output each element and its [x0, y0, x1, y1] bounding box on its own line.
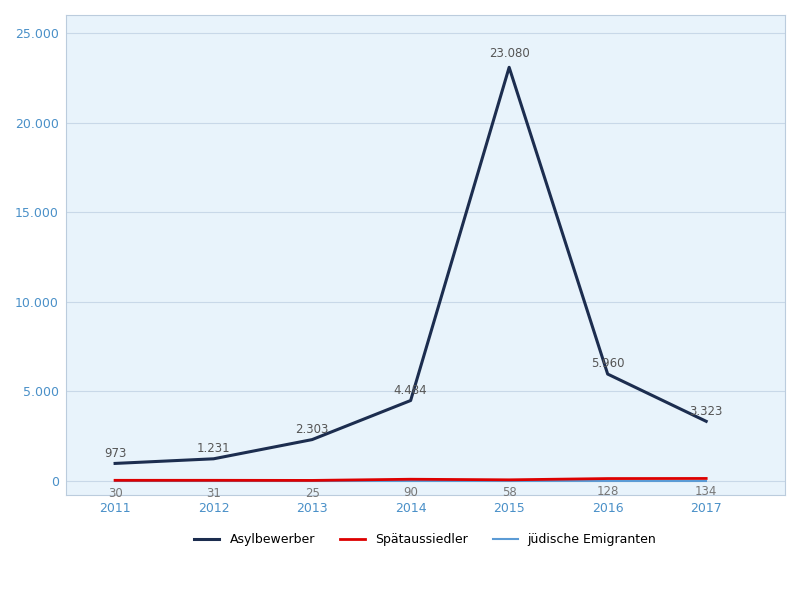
Text: 3.323: 3.323 [690, 405, 723, 418]
Text: 31: 31 [206, 487, 221, 500]
Legend: Asylbewerber, Spätaussiedler, jüdische Emigranten: Asylbewerber, Spätaussiedler, jüdische E… [190, 529, 662, 551]
Text: 2.303: 2.303 [295, 423, 329, 436]
Text: 5.960: 5.960 [591, 358, 625, 370]
Text: 30: 30 [108, 487, 122, 500]
Text: 58: 58 [502, 486, 517, 499]
Text: 973: 973 [104, 447, 126, 460]
Text: 4.484: 4.484 [394, 384, 427, 397]
Text: 134: 134 [695, 485, 718, 498]
Text: 128: 128 [597, 485, 619, 498]
Text: 1.231: 1.231 [197, 442, 230, 455]
Text: 23.080: 23.080 [489, 47, 530, 60]
Text: 90: 90 [403, 485, 418, 499]
Text: 25: 25 [305, 487, 319, 500]
